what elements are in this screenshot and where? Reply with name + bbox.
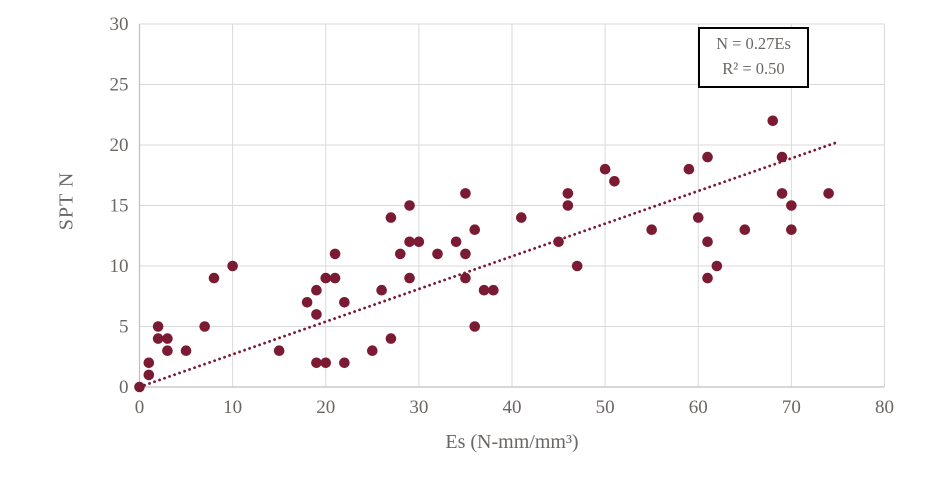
x-tick-label: 30 — [409, 397, 428, 418]
data-point — [516, 212, 527, 223]
data-point — [609, 176, 620, 187]
data-point — [180, 345, 192, 357]
x-tick-label: 10 — [223, 397, 242, 418]
data-point — [786, 224, 797, 235]
x-tick-label: 0 — [135, 397, 145, 418]
data-point — [460, 188, 471, 199]
x-axis-title: Es (N-mm/mm³) — [445, 431, 579, 453]
x-tick-label: 70 — [782, 397, 801, 418]
r-squared-text: R² = 0.50 — [722, 58, 785, 78]
data-point — [376, 284, 387, 296]
trendline — [138, 140, 840, 389]
data-point — [385, 212, 397, 223]
y-tick-label: 10 — [110, 256, 129, 277]
data-point — [385, 333, 397, 344]
data-point — [208, 272, 220, 284]
data-points — [134, 115, 834, 393]
y-tick-label: 30 — [110, 14, 129, 35]
data-point — [692, 212, 704, 223]
data-point — [329, 248, 341, 260]
y-tick-label: 25 — [110, 75, 129, 96]
data-point — [339, 297, 350, 308]
x-tick-label: 60 — [689, 397, 708, 418]
data-point — [786, 200, 797, 211]
data-point — [599, 163, 611, 175]
data-point — [702, 151, 713, 163]
data-point — [413, 236, 425, 248]
data-point — [301, 297, 313, 308]
data-point — [404, 272, 415, 284]
data-point — [311, 309, 322, 320]
trendline-dotted — [138, 140, 840, 389]
data-point — [162, 333, 173, 344]
data-point — [562, 200, 574, 211]
data-point — [152, 333, 164, 344]
data-point — [143, 369, 155, 381]
x-tick-label: 20 — [316, 397, 335, 418]
x-tick-label: 40 — [503, 397, 522, 418]
data-point — [152, 321, 164, 332]
data-point — [571, 260, 583, 272]
y-tick-label: 0 — [119, 377, 129, 398]
y-tick-label: 20 — [110, 135, 129, 156]
data-point — [460, 248, 471, 260]
y-tick-label: 5 — [119, 317, 129, 338]
data-point — [162, 345, 173, 357]
axis-lines — [138, 24, 885, 388]
data-point — [488, 284, 499, 296]
data-point — [702, 236, 713, 248]
data-point — [273, 345, 285, 357]
data-point — [311, 357, 322, 369]
data-point — [311, 284, 322, 296]
data-point — [776, 188, 788, 199]
data-point — [199, 321, 210, 332]
data-point — [562, 188, 574, 199]
data-point — [329, 272, 341, 284]
data-point — [702, 272, 713, 284]
data-point — [339, 357, 350, 369]
y-axis-title: SPT N — [55, 171, 78, 231]
data-point — [767, 115, 779, 127]
data-point — [553, 236, 564, 248]
data-point — [683, 163, 695, 175]
y-tick-label: 15 — [110, 196, 129, 217]
data-point — [432, 248, 443, 260]
data-point — [134, 381, 145, 393]
data-point — [711, 260, 723, 272]
data-point — [646, 224, 657, 235]
x-tick-label: 80 — [875, 397, 894, 418]
data-point — [320, 272, 332, 284]
x-tick-label: 50 — [596, 397, 615, 418]
data-point — [143, 357, 155, 369]
data-point — [478, 284, 490, 296]
equation-text: N = 0.27Es — [716, 34, 791, 53]
data-point — [469, 224, 481, 235]
data-point — [367, 345, 378, 357]
y-tick-labels: 0 5 10 15 20 25 30 — [110, 14, 129, 398]
data-point — [450, 236, 462, 248]
data-point — [404, 200, 415, 211]
data-point — [227, 260, 238, 272]
trendline-equation-box: N = 0.27Es R² = 0.50 — [698, 27, 809, 88]
data-point — [320, 357, 332, 369]
data-point — [469, 321, 481, 332]
data-point — [404, 236, 415, 248]
data-point — [394, 248, 406, 260]
x-tick-labels: 0 10 20 30 40 50 60 70 80 — [135, 397, 894, 418]
data-point — [460, 272, 471, 284]
data-point — [776, 151, 788, 163]
data-point — [739, 224, 751, 235]
data-point — [823, 188, 834, 199]
